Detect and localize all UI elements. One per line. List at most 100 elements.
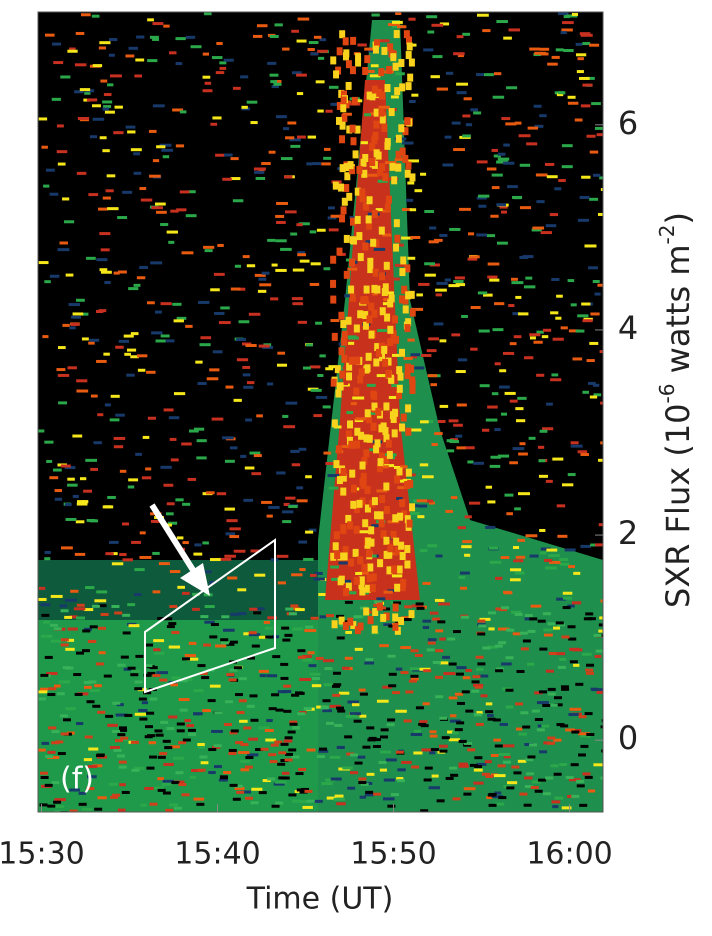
texture — [259, 674, 266, 678]
texture — [410, 353, 421, 357]
texture — [402, 154, 409, 163]
texture — [275, 708, 284, 712]
texture — [131, 540, 141, 544]
texture — [545, 566, 557, 570]
texture — [264, 729, 274, 733]
texture — [299, 790, 308, 794]
texture — [382, 685, 393, 689]
texture — [263, 620, 270, 624]
texture — [98, 207, 108, 211]
texture — [400, 578, 407, 587]
texture — [262, 779, 271, 783]
texture — [58, 401, 67, 405]
texture — [592, 279, 600, 283]
texture — [354, 440, 361, 449]
texture — [166, 727, 175, 731]
texture — [424, 262, 435, 266]
texture — [470, 347, 478, 351]
texture — [392, 691, 401, 695]
texture — [494, 774, 506, 778]
arrow-head — [180, 563, 210, 596]
texture — [224, 554, 236, 558]
texture — [169, 51, 177, 55]
texture — [397, 512, 404, 521]
texture — [38, 586, 46, 590]
texture — [452, 731, 459, 735]
texture — [588, 381, 596, 385]
texture — [518, 134, 531, 138]
texture — [115, 713, 128, 717]
texture — [185, 214, 197, 218]
texture — [291, 726, 300, 730]
texture — [391, 176, 398, 185]
texture — [156, 210, 167, 214]
texture — [411, 307, 424, 311]
texture — [346, 372, 353, 381]
texture — [401, 285, 408, 294]
texture — [71, 315, 81, 319]
texture — [312, 799, 323, 803]
texture — [110, 795, 119, 799]
texture — [514, 121, 522, 125]
texture — [76, 722, 84, 726]
texture — [554, 796, 564, 800]
texture — [391, 429, 398, 438]
texture — [267, 616, 278, 620]
texture — [500, 412, 508, 416]
texture — [359, 714, 367, 718]
texture — [179, 110, 187, 114]
texture — [331, 419, 338, 428]
texture — [369, 292, 378, 296]
texture — [211, 417, 224, 421]
texture — [404, 264, 411, 273]
texture — [138, 708, 148, 712]
texture — [70, 589, 79, 593]
texture — [349, 258, 356, 267]
texture — [192, 592, 200, 596]
texture — [228, 748, 237, 752]
texture — [600, 401, 603, 405]
texture — [345, 316, 352, 325]
texture — [104, 110, 115, 114]
texture — [169, 437, 177, 441]
texture — [404, 605, 413, 609]
texture — [82, 629, 91, 633]
texture — [188, 641, 197, 645]
texture — [547, 687, 556, 691]
texture — [271, 804, 280, 808]
x-tick-label: 16:00 — [526, 837, 612, 872]
texture — [74, 90, 84, 94]
texture — [261, 162, 271, 166]
texture — [445, 509, 454, 513]
texture — [432, 55, 443, 59]
texture — [504, 391, 516, 395]
texture — [176, 536, 184, 540]
texture — [281, 626, 290, 630]
texture — [361, 563, 368, 572]
texture — [176, 729, 185, 733]
texture — [434, 238, 443, 242]
texture — [469, 763, 478, 767]
texture — [570, 763, 579, 767]
texture — [341, 197, 348, 206]
texture — [561, 687, 570, 691]
texture — [209, 368, 220, 372]
texture — [600, 599, 603, 603]
texture — [60, 546, 73, 550]
texture — [427, 641, 436, 645]
texture — [391, 574, 403, 578]
texture — [328, 206, 335, 210]
texture — [280, 676, 289, 680]
texture — [121, 790, 130, 794]
texture — [233, 549, 246, 553]
texture — [149, 174, 161, 178]
texture — [349, 217, 356, 226]
texture — [134, 712, 146, 716]
texture — [147, 671, 156, 675]
texture — [228, 678, 237, 682]
texture — [453, 148, 465, 152]
texture — [380, 728, 389, 732]
texture — [224, 700, 233, 704]
texture — [122, 522, 130, 526]
texture — [330, 565, 339, 569]
